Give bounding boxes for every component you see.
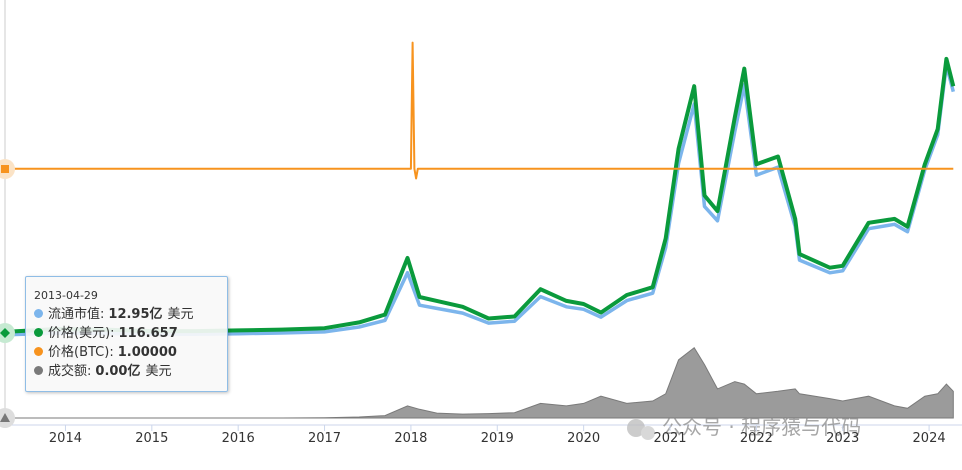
series-name: 成交额 [48,364,88,379]
series-name: 价格(美元) [48,326,111,341]
tooltip-row: 成交额: 0.00亿 美元 [34,363,227,380]
x-tick-label: 2020 [567,431,600,446]
legend-dot [34,309,43,318]
tooltip-rows: 流通市值: 12.95亿 美元 价格(美元): 116.657 价格(BTC): 1.000… [26,306,227,380]
legend-dot [34,366,43,375]
x-tick-label: 2015 [135,431,168,446]
x-tick-label: 2022 [740,431,773,446]
series-line [7,56,956,334]
tooltip: 2013-04-29 流通市值: 12.95亿 美元 价格(美元): 116.657 价格… [25,276,228,392]
watermark-text: 公众号 · 程序猿与代码 [662,415,861,439]
series-group [7,41,956,419]
x-tick-label: 2019 [481,431,514,446]
tooltip-value: 1.00000 [117,345,177,360]
axis-handles [0,159,15,428]
x-tick-label: 2018 [394,431,427,446]
tooltip-row: 流通市值: 12.95亿 美元 [34,306,227,323]
unit: 美元 [167,307,194,322]
tooltip-row: 价格(BTC): 1.00000 [34,344,227,361]
tooltip-value: 12.95亿 [108,307,163,322]
series-line [7,41,954,180]
legend-dot [34,328,43,337]
tooltip-value: 0.00亿 [95,364,141,379]
separator: : [100,307,105,322]
x-tick-label: 2014 [49,431,82,446]
x-tick-label: 2023 [826,431,859,446]
tooltip-row: 价格(美元): 116.657 [34,325,227,342]
series-name: 流通市值 [48,307,101,322]
separator: : [110,326,115,341]
separator: : [109,345,114,360]
legend-dot [34,347,43,356]
tooltip-value: 116.657 [118,326,178,341]
x-tick-label: 2024 [913,431,946,446]
series-name: 价格(BTC) [48,345,110,360]
watermark: 公众号 · 程序猿与代码 [627,415,861,440]
tooltip-date: 2013-04-29 [34,289,98,302]
x-tick-label: 2017 [308,431,341,446]
series-line [7,63,955,337]
unit: 美元 [145,364,172,379]
x-tick-label: 2021 [653,431,686,446]
separator: : [87,364,92,379]
x-tick-label: 2016 [222,431,255,446]
series-area [7,346,954,419]
